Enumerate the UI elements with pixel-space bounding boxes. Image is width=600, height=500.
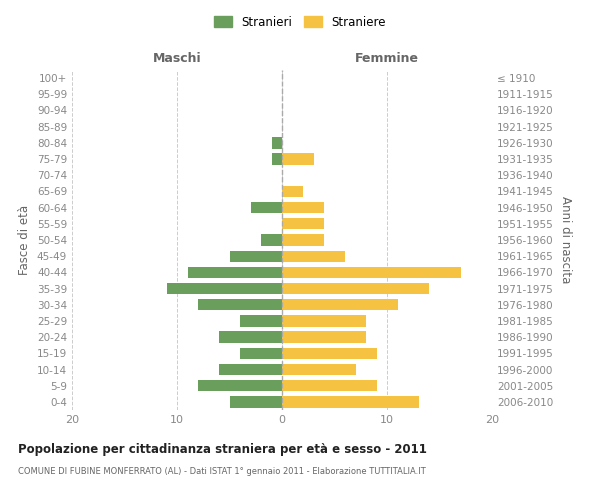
- Bar: [282, 316, 366, 326]
- Bar: [282, 380, 377, 392]
- Bar: [282, 186, 303, 197]
- Text: COMUNE DI FUBINE MONFERRATO (AL) - Dati ISTAT 1° gennaio 2011 - Elaborazione TUT: COMUNE DI FUBINE MONFERRATO (AL) - Dati …: [18, 468, 426, 476]
- Bar: [229, 396, 282, 407]
- Text: Popolazione per cittadinanza straniera per età e sesso - 2011: Popolazione per cittadinanza straniera p…: [18, 442, 427, 456]
- Bar: [282, 250, 345, 262]
- Legend: Stranieri, Straniere: Stranieri, Straniere: [209, 11, 391, 34]
- Bar: [282, 332, 366, 343]
- Bar: [282, 364, 355, 375]
- Bar: [282, 202, 324, 213]
- Bar: [282, 348, 377, 359]
- Text: Femmine: Femmine: [355, 52, 419, 65]
- Bar: [282, 234, 324, 246]
- Bar: [282, 218, 324, 230]
- Bar: [187, 266, 282, 278]
- Bar: [261, 234, 282, 246]
- Bar: [282, 283, 429, 294]
- Text: Maschi: Maschi: [152, 52, 202, 65]
- Bar: [282, 299, 398, 310]
- Bar: [282, 154, 314, 164]
- Bar: [240, 316, 282, 326]
- Bar: [219, 332, 282, 343]
- Bar: [167, 283, 282, 294]
- Y-axis label: Fasce di età: Fasce di età: [19, 205, 31, 275]
- Bar: [282, 266, 461, 278]
- Bar: [198, 380, 282, 392]
- Bar: [251, 202, 282, 213]
- Bar: [271, 154, 282, 164]
- Y-axis label: Anni di nascita: Anni di nascita: [559, 196, 572, 284]
- Bar: [271, 137, 282, 148]
- Bar: [282, 396, 419, 407]
- Bar: [219, 364, 282, 375]
- Bar: [240, 348, 282, 359]
- Bar: [198, 299, 282, 310]
- Bar: [229, 250, 282, 262]
